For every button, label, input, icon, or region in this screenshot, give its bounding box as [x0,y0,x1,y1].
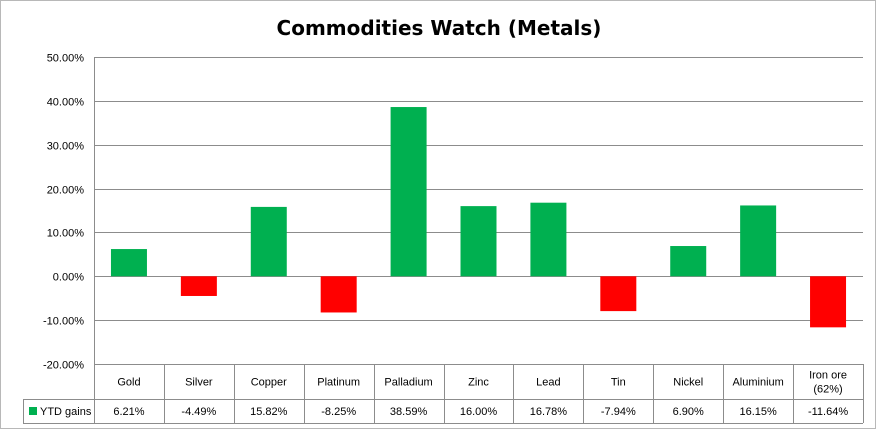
bar-copper [250,206,287,277]
y-tick-label: 40.00% [47,97,85,109]
data-label: -4.49% [181,406,216,418]
category-label: Tin [611,377,626,389]
category-label: Zinc [468,377,489,389]
bar-platinum [320,276,357,313]
bar-palladium [390,107,427,277]
category-label: Lead [536,377,560,389]
data-label: 16.15% [739,406,777,418]
category-label: (62%) [813,384,842,396]
y-tick-label: 20.00% [47,185,85,197]
data-label: 16.78% [530,406,568,418]
bar-aluminium [740,205,777,277]
category-label: Silver [185,377,213,389]
category-label: Gold [117,377,140,389]
y-tick-label: -20.00% [43,360,84,372]
y-tick-label: 30.00% [47,141,85,153]
category-label: Copper [251,377,287,389]
bar-tin [600,276,637,312]
data-label: 38.59% [390,406,428,418]
bar-gold [110,249,147,277]
bar-lead [530,202,567,277]
data-table: Gold Silver Copper Platinum Palladium Zinc Lea… [23,364,864,424]
data-label: 15.82% [250,406,288,418]
data-label: 6.21% [113,406,144,418]
legend-swatch [29,407,37,415]
data-label: -7.94% [601,406,636,418]
y-axis-ticks: 50.00% 40.00% 30.00% 20.00% 10.00% 0.00% -10.0… [43,53,84,372]
bar-silver [180,276,217,296]
data-label: 6.90% [673,406,704,418]
category-label: Palladium [384,377,432,389]
category-label: Iron ore [809,370,847,382]
chart-title: Commodities Watch (Metals) [277,16,602,40]
category-label: Aluminium [732,377,783,389]
data-label: 16.00% [460,406,498,418]
bar-nickel [670,246,707,277]
legend-label: YTD gains [40,406,92,418]
data-label: -8.25% [321,406,356,418]
category-label: Nickel [673,377,703,389]
bar-zinc [460,206,497,277]
y-tick-label: 10.00% [47,228,85,240]
data-label: -11.64% [808,406,848,418]
y-tick-label: -10.00% [43,316,84,328]
y-tick-label: 50.00% [47,53,85,65]
category-label: Platinum [317,377,360,389]
bar-iron-ore-62 [810,276,847,328]
y-tick-label: 0.00% [53,272,84,284]
bars [110,107,847,328]
